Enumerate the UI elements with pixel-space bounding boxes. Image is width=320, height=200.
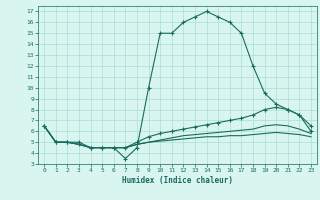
- X-axis label: Humidex (Indice chaleur): Humidex (Indice chaleur): [122, 176, 233, 185]
